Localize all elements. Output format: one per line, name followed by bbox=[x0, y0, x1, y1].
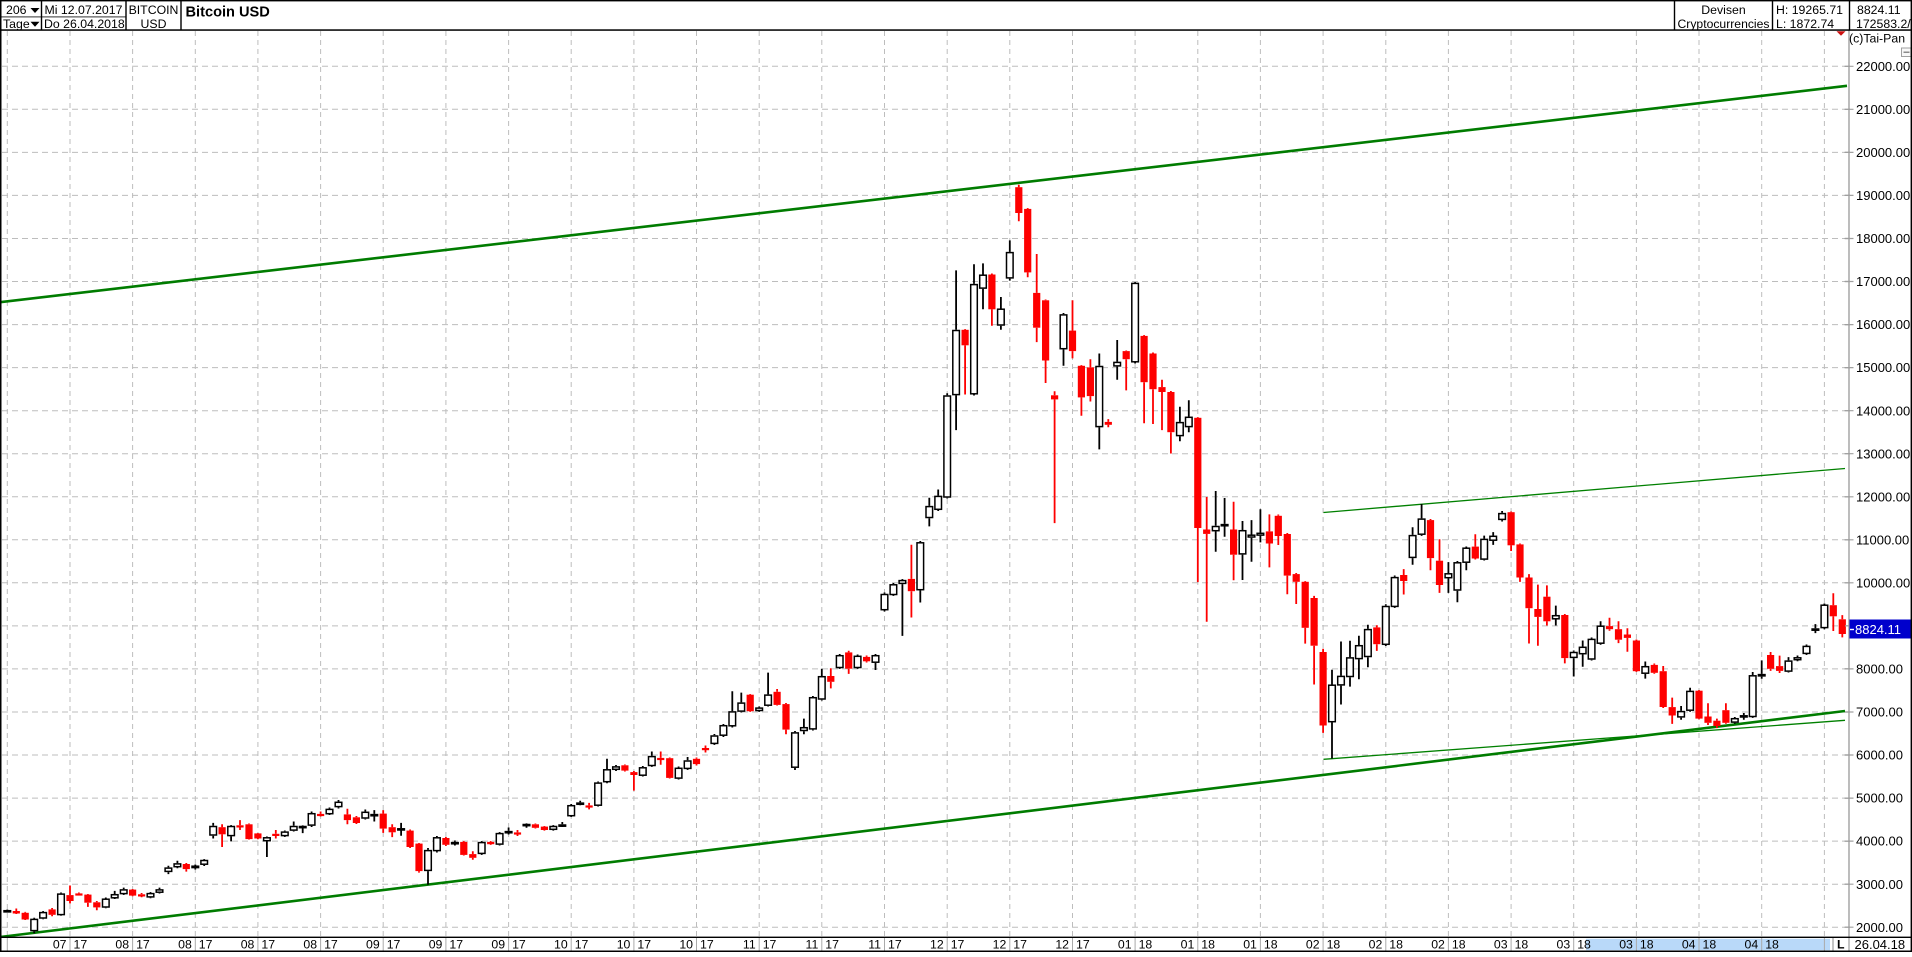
svg-text:17: 17 bbox=[575, 938, 589, 952]
svg-text:H: 19265.71: H: 19265.71 bbox=[1776, 3, 1843, 17]
svg-text:8000.00: 8000.00 bbox=[1856, 662, 1903, 677]
svg-text:20000.00: 20000.00 bbox=[1856, 145, 1910, 160]
svg-text:BITCOIN: BITCOIN bbox=[129, 3, 179, 17]
svg-text:08: 08 bbox=[115, 938, 129, 952]
svg-text:5000.00: 5000.00 bbox=[1856, 791, 1903, 806]
svg-text:17: 17 bbox=[449, 938, 463, 952]
svg-text:6000.00: 6000.00 bbox=[1856, 748, 1903, 763]
svg-text:11: 11 bbox=[868, 938, 881, 952]
svg-text:2000.00: 2000.00 bbox=[1856, 920, 1903, 935]
svg-text:10: 10 bbox=[554, 938, 568, 952]
svg-text:12: 12 bbox=[993, 938, 1007, 952]
svg-text:26.04.18: 26.04.18 bbox=[1855, 937, 1906, 952]
svg-text:17: 17 bbox=[763, 938, 777, 952]
svg-text:3000.00: 3000.00 bbox=[1856, 877, 1903, 892]
svg-text:12: 12 bbox=[930, 938, 944, 952]
svg-text:Bitcoin USD: Bitcoin USD bbox=[186, 4, 270, 20]
svg-text:07: 07 bbox=[53, 938, 67, 952]
svg-text:17: 17 bbox=[825, 938, 839, 952]
svg-text:04: 04 bbox=[1682, 938, 1696, 952]
svg-text:10: 10 bbox=[617, 938, 631, 952]
svg-text:17: 17 bbox=[700, 938, 714, 952]
svg-text:8824.11: 8824.11 bbox=[1857, 3, 1901, 17]
svg-text:Mi 12.07.2017: Mi 12.07.2017 bbox=[45, 3, 123, 17]
svg-text:Devisen: Devisen bbox=[1701, 3, 1746, 17]
svg-text:17: 17 bbox=[261, 938, 275, 952]
svg-text:22000.00: 22000.00 bbox=[1856, 59, 1910, 74]
svg-text:Do 26.04.2018: Do 26.04.2018 bbox=[44, 17, 125, 31]
svg-text:Tage: Tage bbox=[3, 17, 30, 31]
svg-text:7000.00: 7000.00 bbox=[1856, 705, 1903, 720]
svg-text:12000.00: 12000.00 bbox=[1856, 489, 1910, 504]
svg-text:21000.00: 21000.00 bbox=[1856, 102, 1910, 117]
svg-text:16000.00: 16000.00 bbox=[1856, 317, 1910, 332]
svg-text:8824.11: 8824.11 bbox=[1855, 622, 1901, 637]
svg-text:18: 18 bbox=[1765, 938, 1779, 952]
svg-text:17: 17 bbox=[888, 938, 902, 952]
svg-text:18: 18 bbox=[1139, 938, 1153, 952]
svg-text:01: 01 bbox=[1118, 938, 1132, 952]
svg-text:172583.2/: 172583.2/ bbox=[1856, 17, 1911, 31]
svg-text:02: 02 bbox=[1369, 938, 1383, 952]
svg-text:L: 1872.74: L: 1872.74 bbox=[1776, 17, 1834, 31]
svg-text:01: 01 bbox=[1181, 938, 1195, 952]
svg-text:01: 01 bbox=[1243, 938, 1257, 952]
svg-text:18000.00: 18000.00 bbox=[1856, 231, 1910, 246]
svg-text:04: 04 bbox=[1745, 938, 1759, 952]
svg-text:L: L bbox=[1837, 938, 1845, 952]
svg-text:09: 09 bbox=[491, 938, 505, 952]
svg-text:17: 17 bbox=[387, 938, 401, 952]
svg-text:17: 17 bbox=[637, 938, 651, 952]
svg-text:03: 03 bbox=[1619, 938, 1633, 952]
svg-text:18: 18 bbox=[1327, 938, 1341, 952]
svg-text:17: 17 bbox=[1076, 938, 1090, 952]
svg-text:17: 17 bbox=[74, 938, 88, 952]
svg-text:17: 17 bbox=[512, 938, 526, 952]
svg-text:03: 03 bbox=[1557, 938, 1571, 952]
svg-text:17: 17 bbox=[951, 938, 965, 952]
svg-text:17: 17 bbox=[324, 938, 338, 952]
svg-text:17: 17 bbox=[199, 938, 213, 952]
svg-text:206: 206 bbox=[6, 3, 27, 17]
svg-text:18: 18 bbox=[1640, 938, 1654, 952]
svg-text:18: 18 bbox=[1201, 938, 1215, 952]
svg-text:18: 18 bbox=[1389, 938, 1403, 952]
svg-text:4000.00: 4000.00 bbox=[1856, 834, 1903, 849]
svg-text:Cryptocurrencies: Cryptocurrencies bbox=[1678, 17, 1770, 31]
svg-text:14000.00: 14000.00 bbox=[1856, 403, 1910, 418]
svg-text:15000.00: 15000.00 bbox=[1856, 360, 1910, 375]
svg-text:10: 10 bbox=[679, 938, 693, 952]
svg-text:13000.00: 13000.00 bbox=[1856, 446, 1910, 461]
svg-text:17000.00: 17000.00 bbox=[1856, 274, 1910, 289]
svg-text:18: 18 bbox=[1452, 938, 1466, 952]
svg-text:18: 18 bbox=[1264, 938, 1278, 952]
svg-text:12: 12 bbox=[1055, 938, 1069, 952]
svg-text:11000.00: 11000.00 bbox=[1856, 532, 1909, 547]
svg-text:18: 18 bbox=[1515, 938, 1529, 952]
svg-text:08: 08 bbox=[241, 938, 255, 952]
svg-text:09: 09 bbox=[429, 938, 443, 952]
svg-text:10000.00: 10000.00 bbox=[1856, 575, 1910, 590]
svg-text:11: 11 bbox=[806, 938, 819, 952]
svg-text:19000.00: 19000.00 bbox=[1856, 188, 1910, 203]
svg-text:08: 08 bbox=[178, 938, 192, 952]
svg-text:02: 02 bbox=[1431, 938, 1445, 952]
svg-text:11: 11 bbox=[743, 938, 756, 952]
svg-text:17: 17 bbox=[136, 938, 150, 952]
svg-text:02: 02 bbox=[1306, 938, 1320, 952]
svg-text:17: 17 bbox=[1013, 938, 1027, 952]
svg-text:(c)Tai-Pan: (c)Tai-Pan bbox=[1849, 32, 1905, 46]
svg-text:18: 18 bbox=[1577, 938, 1591, 952]
svg-text:03: 03 bbox=[1494, 938, 1508, 952]
svg-text:09: 09 bbox=[366, 938, 380, 952]
svg-text:18: 18 bbox=[1703, 938, 1717, 952]
svg-text:USD: USD bbox=[141, 17, 167, 31]
svg-text:08: 08 bbox=[303, 938, 317, 952]
